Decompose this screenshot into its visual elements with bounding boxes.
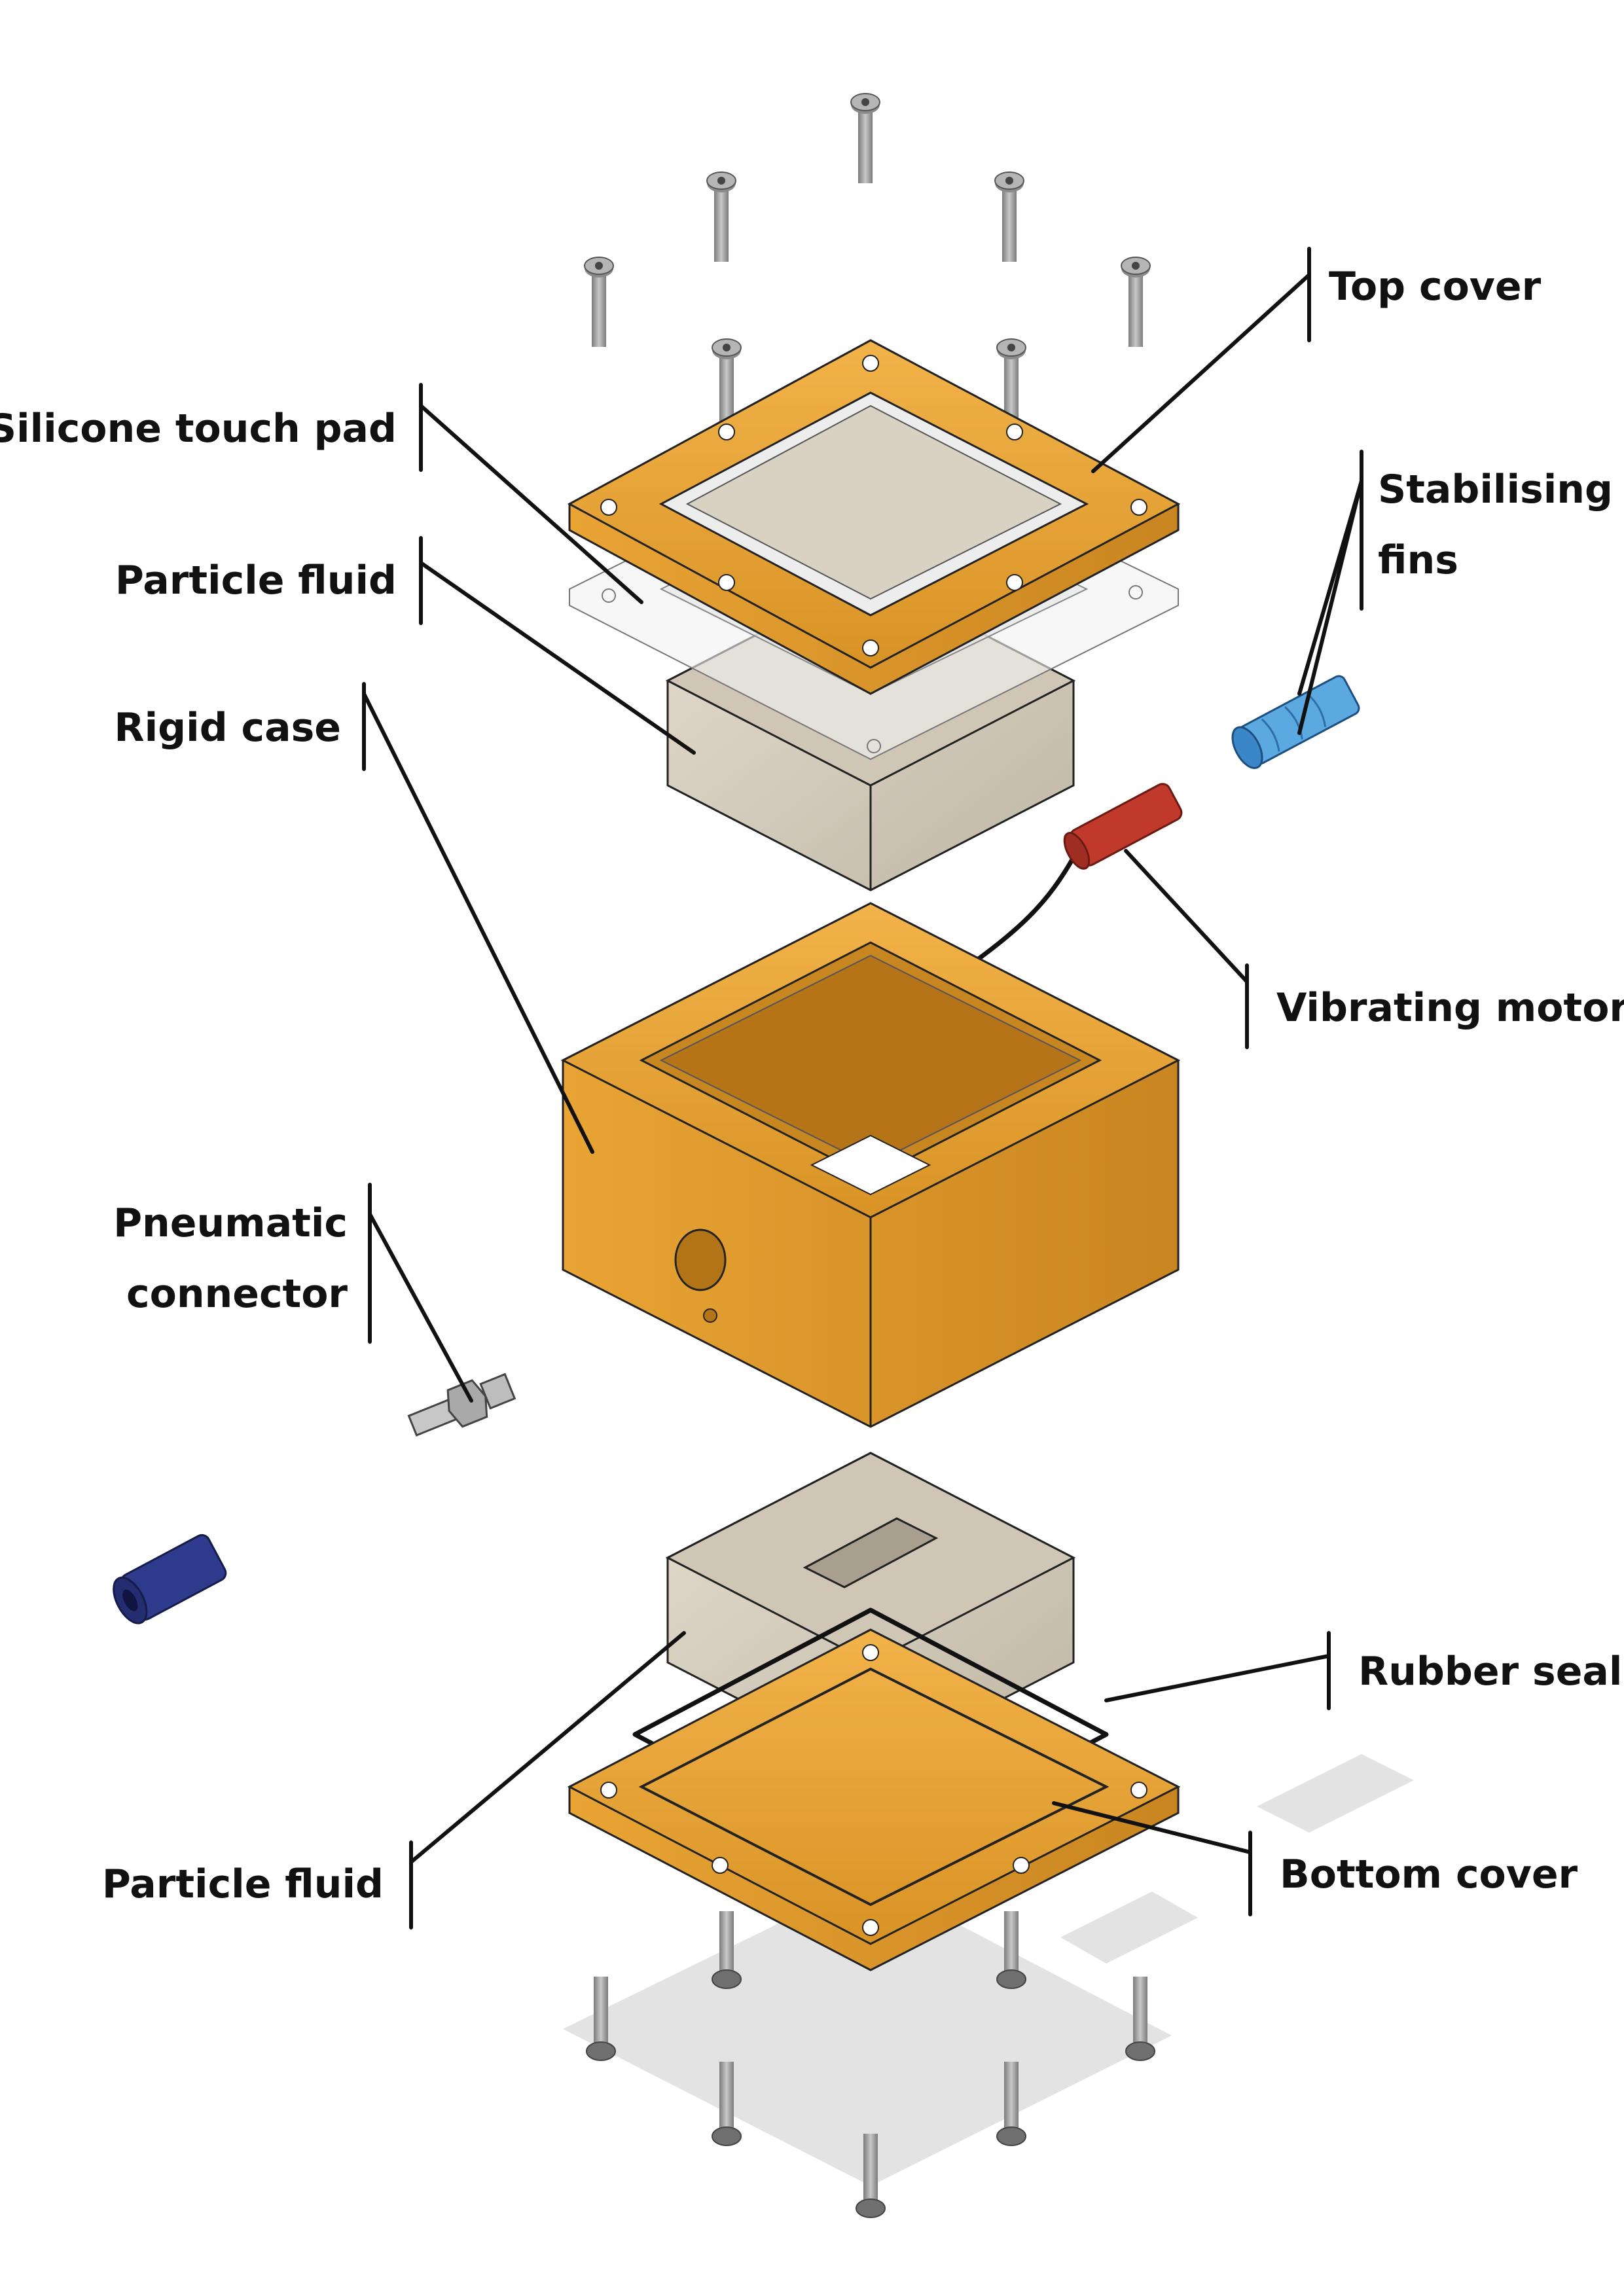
leader-rubber-seal: [1104, 1631, 1331, 1710]
label-top-cover: Top cover: [1329, 264, 1542, 310]
label-stabilising-fins: Stabilising fins: [1378, 454, 1613, 596]
label-stabilising-fins-line1: Stabilising: [1378, 467, 1613, 512]
screw: [712, 338, 742, 429]
floor-shadow: [563, 1754, 1414, 2186]
leader-silicone-touch-pad: [419, 383, 643, 604]
leader-top-cover: [1091, 247, 1311, 473]
screw: [706, 171, 736, 262]
label-stabilising-fins-line2: fins: [1378, 537, 1458, 583]
leader-lines: [362, 247, 1363, 1929]
leader-particle-fluid-bottom: [409, 1631, 686, 1929]
screw: [1121, 257, 1151, 347]
bottom-screw-set: [586, 1911, 1155, 2218]
label-rubber-seal: Rubber seal: [1358, 1649, 1623, 1695]
leader-stabilising-fins: [1297, 450, 1363, 735]
leader-bottom-cover: [1052, 1801, 1252, 1916]
screw: [996, 338, 1026, 429]
pneumatic-connector-part: [407, 1372, 516, 1437]
label-bottom-cover: Bottom cover: [1280, 1852, 1578, 1897]
leader-pneumatic-connector: [368, 1183, 473, 1403]
dark-blue-tube-part: [113, 1534, 227, 1624]
leader-particle-fluid-top: [419, 536, 696, 755]
label-silicone-touch-pad: Silicone touch pad: [0, 406, 397, 452]
label-pneumatic-connector: Pneumatic connector: [113, 1188, 348, 1329]
screw: [712, 2062, 742, 2146]
stabilising-fins-part: [1231, 675, 1360, 769]
top-cover-part: [567, 339, 1181, 695]
screw: [996, 1911, 1026, 1989]
screw: [586, 1977, 616, 2061]
label-vibrating-motor: Vibrating motor: [1276, 985, 1624, 1031]
label-pneumatic-connector-line2: connector: [126, 1271, 348, 1317]
screw: [712, 1911, 742, 1989]
label-pneumatic-connector-line1: Pneumatic: [113, 1200, 348, 1246]
screw: [1125, 1977, 1155, 2061]
label-particle-fluid-top: Particle fluid: [115, 558, 397, 603]
label-rigid-case: Rigid case: [114, 705, 341, 751]
screw: [996, 2062, 1026, 2146]
label-particle-fluid-bottom: Particle fluid: [101, 1861, 384, 1907]
screw: [584, 257, 614, 347]
rigid-case-part: [560, 902, 1181, 1428]
leader-vibrating-motor: [1124, 849, 1249, 1049]
screw: [856, 2134, 886, 2218]
bottom-cover-part: [567, 1628, 1181, 1971]
leader-rigid-case: [362, 682, 594, 1154]
screw: [850, 93, 880, 183]
screw: [994, 171, 1024, 262]
